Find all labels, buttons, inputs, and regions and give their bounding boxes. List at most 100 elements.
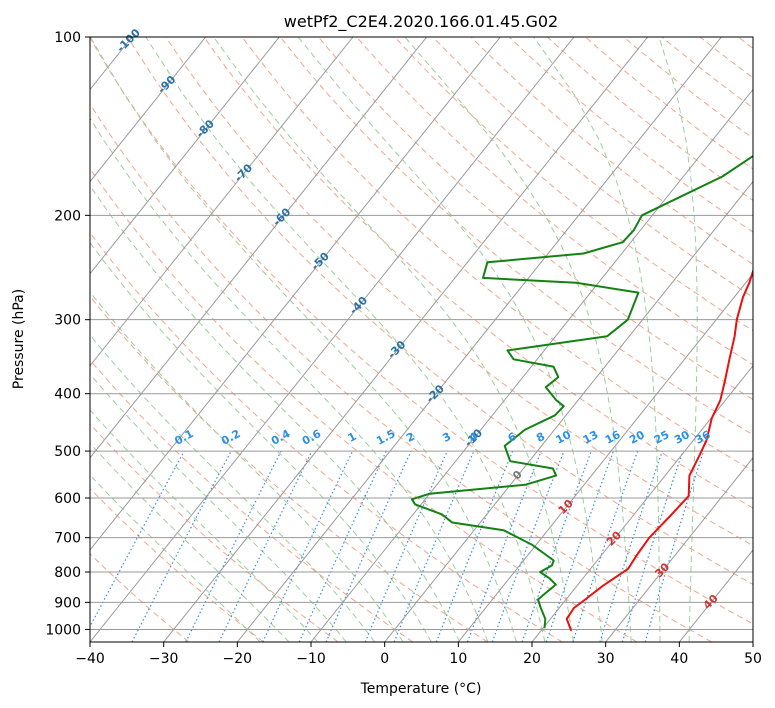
mixing-ratio-label: 20	[627, 428, 647, 447]
isotherm-label: 10	[556, 497, 576, 517]
mixing-ratio-line	[393, 450, 475, 642]
mixing-ratio-line	[599, 450, 663, 642]
isotherm-gridline	[90, 37, 575, 642]
mixing-ratio-line	[466, 450, 542, 642]
isotherm-label: -50	[309, 249, 332, 272]
isotherm-label: -60	[270, 205, 293, 228]
dry-adiabat	[699, 37, 753, 79]
y-tick-label: 200	[54, 208, 81, 224]
moist-adiabat	[90, 291, 404, 642]
y-tick-label: 600	[54, 491, 81, 507]
dewpoint-profile-line	[410, 154, 753, 629]
moist-adiabat	[297, 37, 603, 642]
mixing-ratio-label: 1	[346, 430, 359, 445]
dry-adiabat	[90, 167, 638, 642]
x-tick-label: 30	[597, 651, 615, 667]
y-tick-label: 700	[54, 531, 81, 547]
mixing-ratio-line	[521, 450, 592, 642]
isotherm-gridline	[90, 37, 207, 183]
x-tick-label: 40	[670, 651, 688, 667]
x-tick-label: −20	[223, 651, 253, 667]
mixing-ratio-label: 1.5	[374, 427, 397, 448]
dry-adiabat	[203, 37, 753, 509]
x-tick-label: 50	[744, 651, 762, 667]
y-tick-label: 500	[54, 444, 81, 460]
dry-adiabat	[90, 231, 563, 642]
mixing-ratio-label: 3	[440, 430, 453, 445]
y-tick-label: 400	[54, 387, 81, 403]
isotherm-label: -20	[424, 382, 447, 405]
mixing-ratio-label: 0.4	[269, 427, 293, 448]
data-series	[410, 154, 753, 632]
isotherm-gridline	[310, 88, 753, 642]
mixing-ratio-line	[90, 450, 185, 628]
isotherm-gridline	[531, 364, 753, 642]
isotherm-gridline	[457, 272, 753, 642]
dry-adiabat	[90, 37, 753, 625]
dry-adiabat	[165, 37, 753, 547]
chart-title: wetPf2_C2E4.2020.166.01.45.G02	[284, 12, 558, 32]
background-lines	[90, 37, 753, 642]
isotherm-label: -70	[232, 161, 255, 184]
moist-adiabat	[90, 409, 319, 642]
dry-adiabat	[241, 37, 753, 472]
mixing-ratio-line	[218, 450, 313, 642]
moist-adiabat	[90, 474, 261, 642]
mixing-ratio-label: 8	[534, 430, 547, 445]
dry-adiabat	[585, 37, 753, 170]
moist-adiabat	[213, 37, 575, 642]
dry-adiabat	[279, 37, 753, 436]
dry-adiabat	[432, 37, 753, 298]
x-tick-label: −30	[149, 651, 179, 667]
dry-adiabat	[90, 553, 190, 642]
dry-adiabat	[90, 102, 712, 642]
moist-adiabat	[90, 241, 432, 642]
isotherm-label: -30	[385, 338, 408, 361]
mixing-ratio-line	[185, 450, 282, 642]
moist-adiabat	[533, 37, 661, 642]
isotherm-label: 20	[604, 528, 624, 548]
x-tick-label: 20	[523, 651, 541, 667]
mixing-ratio-line	[545, 450, 614, 642]
x-tick-label: 0	[380, 651, 389, 667]
y-tick-label: 900	[54, 595, 81, 611]
isotherm-gridline	[90, 37, 428, 459]
isotherm-gridline	[678, 549, 753, 642]
x-axis-label: Temperature (°C)	[360, 681, 482, 697]
dry-adiabat	[508, 37, 753, 233]
x-axis: −40 −30 −20 −10 0 10 20 30 40 50	[75, 642, 762, 667]
dry-adiabat	[356, 37, 753, 366]
x-tick-label: 10	[449, 651, 467, 667]
isotherm-gridline	[90, 37, 280, 275]
isotherm-gridline	[163, 37, 649, 642]
mixing-ratio-label: 36	[693, 428, 713, 447]
moist-adiabat	[658, 37, 698, 642]
temperature-profile-line	[565, 268, 753, 632]
y-axis: 100 200 300 400 500 600 700 800 900 1000	[45, 30, 90, 638]
isotherm-gridline	[752, 641, 753, 642]
y-tick-label: 100	[54, 30, 81, 46]
mixing-ratio-line	[325, 450, 412, 642]
mixing-ratio-label: 0.2	[219, 427, 242, 448]
mixing-ratio-label: 13	[581, 428, 601, 447]
moist-adiabat	[404, 37, 632, 642]
moist-adiabat	[90, 185, 461, 642]
mixing-ratio-line	[644, 450, 705, 642]
dry-adiabat	[90, 487, 264, 642]
dry-adiabat	[737, 37, 753, 49]
y-axis-label: Pressure (hPa)	[11, 289, 27, 389]
moist-adiabat	[90, 117, 489, 642]
moist-adiabat	[90, 334, 376, 642]
dry-adiabat	[90, 423, 339, 642]
moist-adiabat	[90, 37, 517, 642]
mixing-ratio-line	[621, 450, 684, 642]
mixing-ratio-label: 16	[603, 428, 623, 447]
isotherm-gridline	[384, 180, 753, 642]
isotherm-label: 40	[701, 592, 721, 612]
mixing-ratio-label: 25	[652, 428, 672, 447]
x-tick-label: −10	[296, 651, 326, 667]
mixing-ratio-line	[364, 450, 448, 642]
dry-adiabat	[318, 37, 753, 401]
isotherm-label: -90	[155, 73, 178, 96]
